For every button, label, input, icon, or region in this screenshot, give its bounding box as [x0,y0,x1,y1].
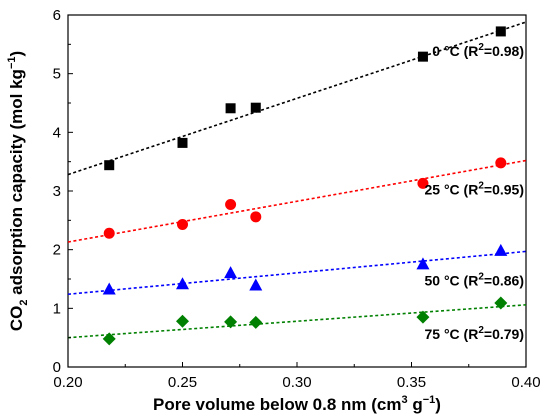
data-point [177,137,188,148]
y-axis-ticks: 0 1 2 3 4 5 6 [53,7,73,376]
y-axis-title: CO2 adsorption capacity (mol kg−1) [6,51,30,331]
data-point [417,51,428,62]
x-tick-label: 0.25 [168,374,197,391]
data-point [249,278,263,291]
x-tick-label: 0.40 [511,374,540,391]
y-tick-label: 1 [53,300,61,317]
data-point [250,102,261,113]
y-tick-label: 5 [53,66,61,83]
x-tick-label: 0.35 [397,374,426,391]
data-point [103,227,115,239]
x-axis-title: Pore volume below 0.8 nm (cm3 g−1) [153,394,441,414]
series-annotation: 0 °C (R2=0.98) [432,42,524,59]
data-point [224,266,238,279]
data-point [494,296,508,310]
data-point [176,314,189,328]
y-tick-label: 3 [53,183,61,200]
x-tick-label: 0.20 [53,374,82,391]
data-point [225,103,236,114]
data-point [249,315,263,329]
data-point [495,157,507,169]
data-point [102,332,116,346]
data-point [250,211,262,223]
data-point [176,277,189,290]
data-point [494,243,508,256]
data-point [104,160,115,171]
x-tick-label: 0.30 [282,374,311,391]
fit-line [67,21,527,176]
fit-line [67,159,527,243]
data-point [177,218,188,230]
series-annotations: 0 °C (R2=0.98) 25 °C (R2=0.95) 50 °C (R2=0… [425,42,525,342]
data-point [224,315,238,329]
y-tick-label: 6 [53,7,61,24]
data-point [102,282,116,295]
data-point [416,310,430,324]
data-points [102,26,508,346]
data-point [416,257,430,270]
y-tick-label: 4 [53,124,61,141]
x-axis-ticks: 0.20 0.25 0.30 0.35 0.40 [53,362,541,391]
series-annotation: 25 °C (R2=0.95) [425,180,525,197]
y-tick-label: 0 [53,359,61,376]
fit-lines [67,21,527,339]
series-annotation: 50 °C (R2=0.86) [425,271,525,288]
series-annotation: 75 °C (R2=0.79) [425,325,525,342]
data-point [495,26,506,37]
data-point [417,177,429,189]
y-tick-label: 2 [53,242,61,259]
data-point [225,198,237,210]
